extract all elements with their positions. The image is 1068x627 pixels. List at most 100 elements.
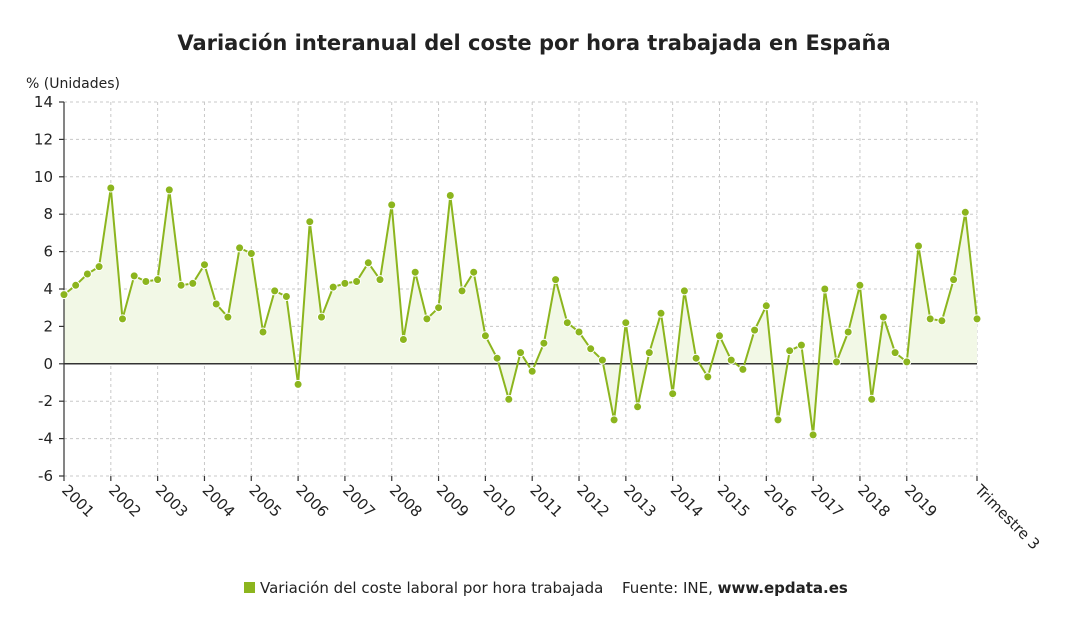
data-point (480, 331, 490, 341)
x-tick-label: 2012 (573, 481, 613, 521)
y-axis-label: % (Unidades) (26, 76, 120, 92)
data-point (293, 379, 303, 389)
data-point (516, 348, 525, 358)
x-tick-label: 2009 (433, 481, 473, 521)
data-point (574, 327, 584, 337)
legend-swatch (244, 582, 255, 593)
data-point (960, 207, 970, 217)
y-tick-label: -6 (38, 467, 53, 485)
data-point (188, 278, 198, 288)
data-point (715, 331, 724, 341)
data-point (71, 280, 81, 290)
data-point (492, 353, 502, 363)
x-axis-ticks: 2001 2002 2003 2004 2005 2006 2007 2008 2009 2010… (58, 476, 1043, 553)
source-site: www.epdata.es (718, 579, 848, 597)
data-point (246, 249, 256, 258)
data-point (902, 357, 912, 367)
data-point (176, 280, 186, 290)
y-tick-label: 6 (43, 243, 53, 261)
data-points (59, 183, 982, 440)
data-point (562, 318, 572, 328)
data-point (235, 243, 245, 253)
data-point (621, 318, 631, 328)
data-point (703, 372, 713, 382)
data-point (422, 314, 432, 324)
data-point (597, 355, 607, 365)
data-point (469, 267, 479, 277)
x-tick-label: 2007 (339, 481, 379, 521)
data-point (773, 415, 783, 425)
x-tick-label: 2008 (386, 481, 426, 521)
y-tick-label: 4 (43, 280, 53, 298)
y-tick-label: 8 (43, 205, 53, 223)
x-tick-label: 2011 (526, 481, 566, 521)
y-tick-label: 14 (34, 93, 53, 111)
data-point (211, 299, 221, 309)
data-point (691, 353, 701, 363)
data-point (59, 290, 69, 300)
source-credit: Fuente: INE, www.epdata.es (622, 579, 848, 597)
data-point (656, 308, 666, 318)
data-point (843, 327, 853, 337)
data-point (668, 389, 678, 399)
series-area (64, 188, 977, 435)
data-point (118, 314, 127, 324)
y-tick-label: 10 (34, 168, 53, 186)
data-point (609, 415, 619, 425)
data-point (726, 355, 736, 365)
data-point (270, 286, 280, 296)
data-point (375, 275, 385, 285)
data-point (106, 183, 116, 193)
x-tick-label: 2004 (199, 481, 239, 521)
data-point (258, 327, 268, 337)
data-point (317, 312, 326, 322)
data-point (972, 314, 982, 324)
data-point (457, 286, 467, 296)
data-point (398, 335, 408, 344)
x-tick-label: Trimestre 3 (970, 480, 1043, 553)
x-tick-label: 2002 (105, 481, 145, 521)
data-point (738, 364, 748, 374)
source-label: Fuente: INE, (622, 579, 718, 597)
data-point (363, 258, 373, 268)
y-tick-label: 0 (43, 355, 53, 373)
data-point (867, 394, 877, 404)
data-point (223, 312, 233, 322)
data-point (352, 277, 362, 286)
data-point (761, 301, 771, 311)
data-point (164, 185, 174, 195)
data-point (890, 348, 900, 358)
x-tick-label: 2006 (292, 481, 332, 521)
data-point (129, 271, 139, 281)
data-point (153, 275, 163, 285)
data-point (504, 394, 514, 404)
data-point (820, 284, 830, 294)
data-point (328, 282, 338, 292)
data-point (679, 286, 689, 296)
x-tick-label: 2010 (480, 481, 520, 521)
data-point (281, 292, 291, 301)
legend-label: Variación del coste laboral por hora tra… (260, 579, 603, 597)
data-point (340, 278, 350, 288)
data-point (551, 275, 561, 285)
data-point (527, 366, 537, 376)
data-point (796, 340, 806, 350)
data-point (855, 280, 865, 290)
data-point (633, 402, 643, 412)
x-tick-label: 2019 (901, 481, 941, 521)
data-point (644, 348, 654, 358)
data-point (387, 200, 397, 210)
data-point (410, 267, 420, 277)
data-point (94, 262, 104, 272)
y-axis-ticks: -6 -4 -2 0 2 4 6 8 10 12 14 (34, 93, 64, 485)
x-tick-label: 2003 (152, 481, 192, 521)
y-tick-label: 2 (43, 317, 53, 335)
data-point (878, 312, 888, 322)
data-point (937, 316, 947, 326)
chart-title: Variación interanual del coste por hora … (177, 31, 890, 55)
data-point (434, 303, 444, 313)
data-point (445, 191, 455, 200)
data-point (200, 260, 209, 270)
x-tick-label: 2015 (714, 481, 754, 521)
